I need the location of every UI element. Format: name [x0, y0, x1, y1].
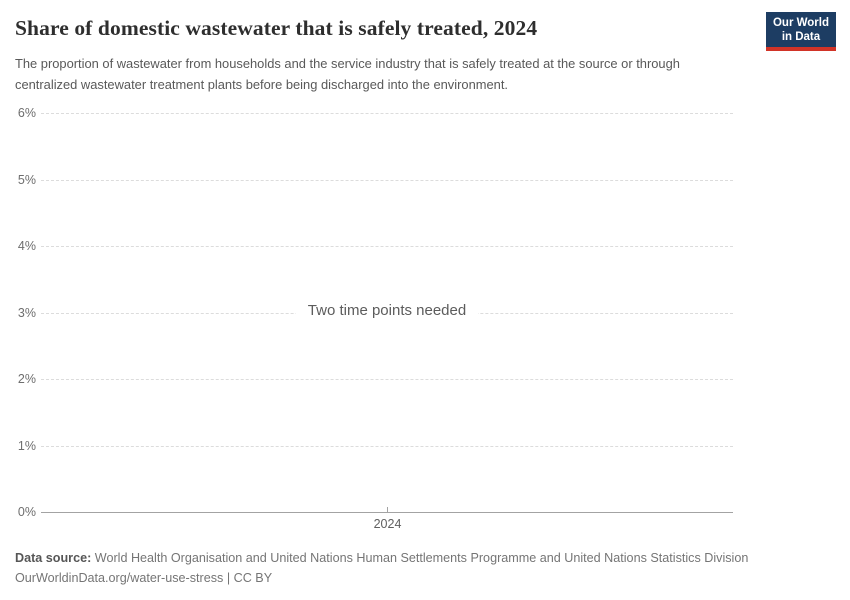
owid-logo[interactable]: Our World in Data	[765, 12, 836, 51]
y-tick-label-0: 0%	[17, 505, 36, 519]
gridline-6pct	[41, 113, 733, 114]
gridline-5pct	[41, 180, 733, 181]
gridline-4pct	[41, 246, 733, 247]
page-title: Share of domestic wastewater that is saf…	[15, 16, 538, 40]
x-tick-label: 2024	[373, 517, 402, 531]
y-tick-label-5: 5%	[17, 173, 36, 187]
chart-subtitle: The proportion of wastewater from househ…	[15, 56, 680, 92]
gridline-1pct	[41, 446, 733, 447]
owid-url-license-link[interactable]: OurWorldinData.org/water-use-stress | CC…	[15, 571, 273, 585]
empty-state-row: Two time points needed	[41, 300, 733, 322]
chart-footer: Data source: World Health Organisation a…	[15, 548, 835, 588]
data-source-label: Data source:	[15, 551, 92, 565]
gridline-2pct	[41, 379, 733, 380]
y-tick-label-1: 1%	[17, 439, 36, 453]
data-source-text: World Health Organisation and United Nat…	[91, 551, 749, 565]
y-tick-label-4: 4%	[17, 239, 36, 253]
empty-state-message: Two time points needed	[295, 300, 479, 322]
logo-line-2: in Data	[781, 31, 821, 43]
logo-line-1: Our World	[772, 17, 829, 29]
y-tick-label-3: 3%	[17, 306, 36, 320]
x-tick-mark	[387, 507, 388, 513]
y-tick-label-6: 6%	[17, 106, 36, 120]
y-tick-label-2: 2%	[17, 372, 36, 386]
data-source-line: Data source: World Health Organisation a…	[15, 548, 835, 568]
